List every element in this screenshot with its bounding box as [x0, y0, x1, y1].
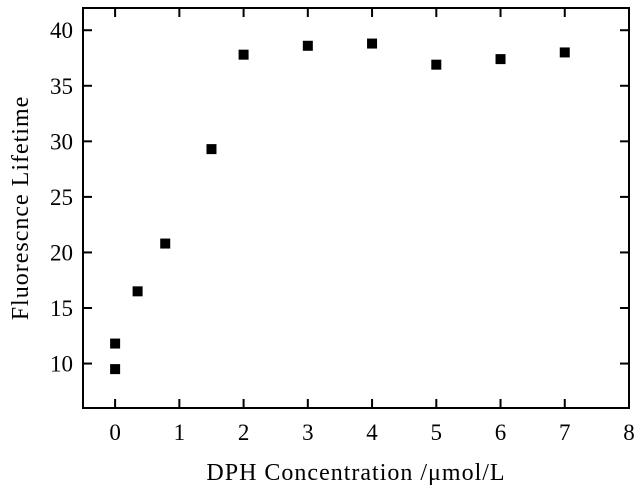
- data-point: [132, 286, 143, 297]
- x-tick-label: 1: [174, 420, 186, 445]
- plot-frame: [82, 7, 630, 409]
- data-points: [110, 38, 570, 375]
- x-tick-label: 5: [431, 420, 443, 445]
- y-tick-label: 30: [50, 129, 73, 154]
- data-point: [559, 47, 570, 58]
- data-point: [238, 49, 249, 60]
- x-axis-label: DPH Concentration /μmol/L: [206, 460, 505, 486]
- x-tick-label: 2: [238, 420, 250, 445]
- y-tick-label: 25: [50, 185, 73, 210]
- y-axis-label: Fluorescnce Lifetime: [8, 96, 34, 321]
- y-tick-label: 15: [50, 296, 73, 321]
- y-tick-label: 10: [50, 352, 73, 377]
- x-tick-label: 0: [109, 420, 121, 445]
- data-point: [302, 40, 313, 51]
- data-point: [160, 238, 171, 249]
- y-tick-label: 20: [50, 240, 73, 265]
- data-point: [495, 54, 506, 65]
- data-point: [110, 338, 121, 349]
- x-tick-label: 7: [559, 420, 571, 445]
- data-point: [367, 38, 378, 49]
- x-axis-ticks: 0 1 2 3 4 5 6 7 8: [109, 8, 635, 445]
- x-tick-label: 4: [366, 420, 378, 445]
- x-tick-label: 6: [495, 420, 507, 445]
- data-point: [206, 144, 217, 155]
- y-tick-label: 35: [50, 74, 73, 99]
- x-tick-label: 8: [623, 420, 635, 445]
- data-point: [431, 59, 442, 70]
- x-tick-label: 3: [302, 420, 314, 445]
- data-point: [110, 364, 121, 375]
- y-axis-ticks: 10 15 20 25 30 35 40: [50, 18, 629, 377]
- y-tick-label: 40: [50, 18, 73, 43]
